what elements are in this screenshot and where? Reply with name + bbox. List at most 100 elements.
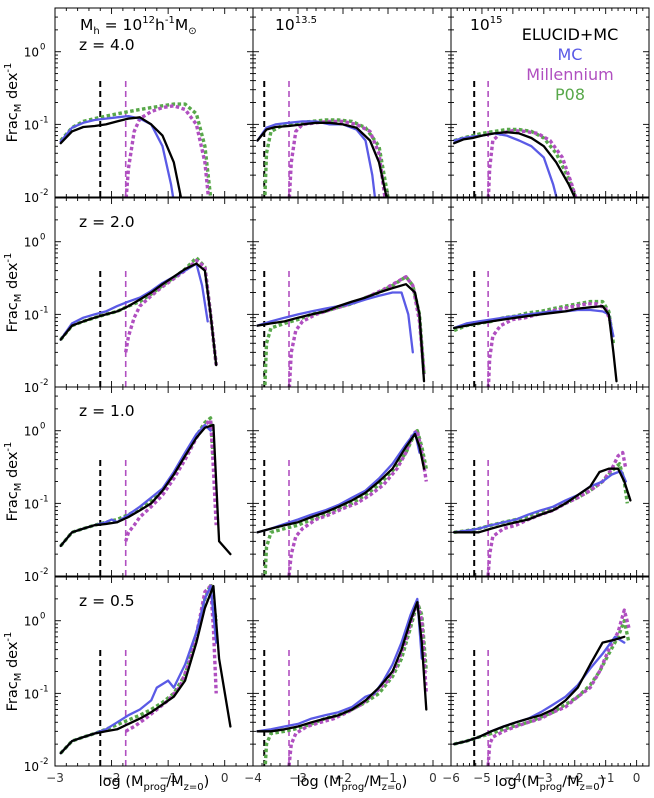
series-line-millennium xyxy=(287,429,428,576)
panel-r1-c2 xyxy=(450,197,650,388)
series-line-elucid-mc xyxy=(59,423,232,556)
panel-frame xyxy=(450,197,650,388)
y-tick-label: 10 xyxy=(24,308,39,322)
x-axis-label: log (Mprog/Mz=0) xyxy=(297,774,408,793)
x-tick-label: −3 xyxy=(46,771,64,785)
column-title: 1013.5 xyxy=(275,15,317,34)
panel-frame xyxy=(252,576,452,767)
legend-entry: MC xyxy=(558,45,583,64)
x-tick-label: −2 xyxy=(334,771,352,785)
y-axis-label: FracM dex-1 xyxy=(3,632,24,712)
redshift-label: z = 2.0 xyxy=(79,213,135,231)
panel-r3-c1: −4 −3 −2 −1 0 xyxy=(244,576,452,785)
series-line-mc xyxy=(256,120,377,197)
y-tick-exponent: 0 xyxy=(40,233,45,243)
y-tick-exponent: 0 xyxy=(40,422,45,432)
series-line-mc xyxy=(59,584,218,755)
y-tick-label: 10 xyxy=(24,687,39,701)
y-tick-label: 10 xyxy=(24,236,39,250)
column-title: 1015 xyxy=(470,15,502,34)
panel-r0-c1 xyxy=(252,7,452,198)
series-line-mc xyxy=(452,308,615,338)
x-tick-label: −3 xyxy=(535,771,553,785)
y-tick-exponent: -1 xyxy=(40,494,48,504)
panel-frame xyxy=(450,386,650,577)
series-line-p08 xyxy=(263,118,390,197)
series-line-elucid-mc xyxy=(256,432,426,534)
panel-frame xyxy=(252,7,452,198)
series-line-millennium xyxy=(287,119,387,197)
series-line-mc xyxy=(256,597,423,733)
series-line-elucid-mc xyxy=(256,121,388,197)
y-tick-exponent: -1 xyxy=(40,115,48,125)
y-tick-label: 10 xyxy=(24,46,39,60)
panel-r2-c2 xyxy=(450,386,650,577)
y-tick-exponent: -1 xyxy=(40,305,48,315)
series-line-mc xyxy=(256,431,421,534)
column-title: Mh = 1012h-1M⊙sun xyxy=(80,15,198,37)
x-axis-label: log (Mprog/Mz=0) xyxy=(99,774,210,793)
series-line-p08 xyxy=(453,619,631,746)
series-line-elucid-mc xyxy=(256,283,426,383)
panel-r1-c0: 10-210-110 0z = 2.0 xyxy=(24,197,254,395)
y-axis-label: FracM dex-1 xyxy=(3,63,24,143)
x-axis-labels: log (Mprog/Mz=0) log (Mprog/Mz=0) log (Mpr… xyxy=(99,774,606,793)
series-line-millennium xyxy=(486,128,578,197)
series-line-p08 xyxy=(453,127,578,197)
series-line-elucid-mc xyxy=(59,584,232,755)
y-tick-exponent: -2 xyxy=(40,757,48,767)
redshift-label: z = 0.5 xyxy=(79,592,135,610)
redshift-label: z = 4.0 xyxy=(79,36,135,54)
y-tick-label: 10 xyxy=(24,760,39,774)
legend-entry: ELUCID+MC xyxy=(522,25,619,44)
series-line-mc xyxy=(452,132,558,197)
series-line-elucid-mc xyxy=(452,304,618,383)
series-line-p08 xyxy=(59,416,216,547)
series-line-mc xyxy=(452,469,627,534)
series-line-mc xyxy=(452,635,626,746)
y-tick-label: 10 xyxy=(24,615,39,629)
y-axis-labels: FracM dex-1 FracM dex-1 FracM dex-1 FracM d… xyxy=(3,63,24,712)
series-line-millennium xyxy=(124,584,218,733)
legend-entry: Millennium xyxy=(526,65,613,84)
y-tick-exponent: -1 xyxy=(40,684,48,694)
y-tick-label: 10 xyxy=(24,497,39,511)
panel-r3-c2: −6 −5 −4 −3 −2 −1 0 xyxy=(442,576,650,785)
series-line-millennium xyxy=(124,418,218,542)
y-tick-exponent: -2 xyxy=(40,188,48,198)
series-line-elucid-mc xyxy=(59,262,218,367)
panel-r2-c1 xyxy=(252,386,452,577)
x-tick-label: −2 xyxy=(103,771,121,785)
series-line-elucid-mc xyxy=(452,635,626,746)
panel-r2-c0: 10-210-110 0z = 1.0 xyxy=(24,386,254,584)
x-tick-label: −2 xyxy=(566,771,584,785)
series-line-elucid-mc xyxy=(452,467,632,534)
series-line-millennium xyxy=(124,258,218,366)
series-line-elucid-mc xyxy=(452,131,576,197)
y-tick-label: 10 xyxy=(24,425,39,439)
x-tick-label: −1 xyxy=(159,771,177,785)
y-tick-exponent: 0 xyxy=(40,43,45,53)
series-line-p08 xyxy=(59,256,218,366)
y-tick-label: 10 xyxy=(24,381,39,395)
legend-entry: P08 xyxy=(555,85,585,104)
y-axis-label: FracM dex-1 xyxy=(3,253,24,333)
panel-frame xyxy=(252,386,452,577)
y-axis-label: FracM dex-1 xyxy=(3,442,24,522)
x-tick-label: 0 xyxy=(221,771,229,785)
y-tick-exponent: -2 xyxy=(40,567,48,577)
series-line-millennium xyxy=(486,450,628,576)
x-tick-label: −6 xyxy=(442,771,460,785)
x-tick-label: −5 xyxy=(473,771,491,785)
series-line-mc xyxy=(59,114,175,197)
series-line-millennium xyxy=(124,104,211,197)
series-line-p08 xyxy=(453,462,629,534)
x-tick-label: 0 xyxy=(429,771,437,785)
series-line-millennium xyxy=(486,608,631,766)
y-tick-label: 10 xyxy=(24,191,39,205)
series-line-millennium xyxy=(287,275,426,387)
